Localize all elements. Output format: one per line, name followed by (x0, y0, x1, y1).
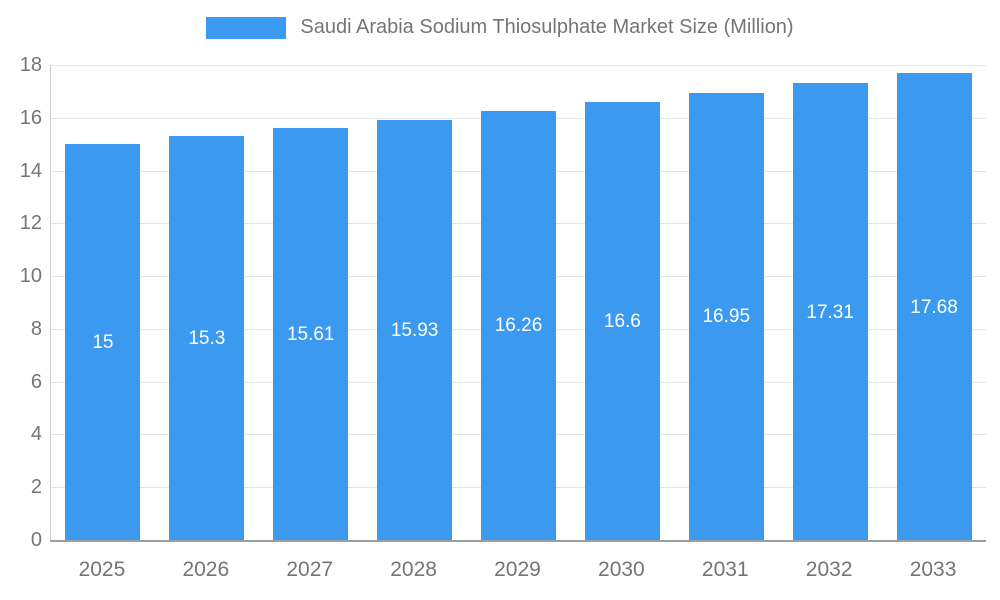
y-tick-label: 4 (30, 423, 42, 446)
bar-2028[interactable]: 15.93 (377, 119, 453, 540)
bar-2033[interactable]: 17.68 (896, 73, 972, 540)
y-tick-label: 8 (30, 317, 42, 340)
bar-value-label: 15.61 (286, 324, 335, 346)
bar-value-label: 15 (92, 332, 114, 354)
bar-value-label: 17.68 (910, 296, 958, 318)
bar-value-label: 16.26 (494, 315, 543, 337)
x-axis: 2025 2026 2027 2028 2029 2030 2031 2032 2033 (50, 558, 985, 588)
bar-2026[interactable]: 15.3 (169, 136, 245, 540)
bar-value-label: 16.6 (603, 310, 641, 332)
bar-2025[interactable]: 15 (65, 144, 141, 540)
x-tick-label-2031: 2031 (701, 558, 749, 581)
y-tick-label: 14 (19, 159, 42, 182)
legend-swatch (206, 16, 287, 39)
y-tick-label: 10 (19, 265, 42, 288)
x-tick-label-2030: 2030 (598, 558, 645, 581)
bar-2030[interactable]: 16.6 (584, 101, 660, 540)
y-tick-label: 0 (30, 529, 42, 551)
x-tick-label-2028: 2028 (390, 558, 437, 581)
bar-2031[interactable]: 16.95 (688, 92, 764, 540)
y-tick-label: 16 (19, 106, 42, 129)
bar-value-label: 15.93 (390, 319, 439, 341)
plot-area: 15 15.3 15.61 15.93 16.26 16.6 16.95 17.31 17.68 (50, 65, 986, 542)
y-tick-label: 2 (30, 476, 42, 499)
bar-value-label: 17.31 (806, 301, 854, 323)
bar-2029[interactable]: 16.26 (481, 110, 556, 540)
x-tick-label-2029: 2029 (494, 558, 541, 581)
gridline (51, 65, 986, 66)
bar-value-label: 16.95 (702, 306, 751, 328)
bar-value-label: 15.3 (188, 328, 226, 350)
y-tick-label: 18 (19, 54, 42, 76)
y-tick-label: 12 (19, 212, 42, 235)
bar-2032[interactable]: 17.31 (792, 83, 868, 540)
bar-2027[interactable]: 15.61 (273, 128, 349, 540)
chart-title: Saudi Arabia Sodium Thiosulphate Market … (300, 16, 794, 38)
x-tick-label-2033: 2033 (909, 558, 957, 581)
x-tick-label-2026: 2026 (182, 558, 230, 581)
y-tick-label: 6 (30, 370, 42, 393)
chart-legend: Saudi Arabia Sodium Thiosulphate Market … (0, 16, 1000, 39)
y-axis: 0 2 4 6 8 10 12 14 16 18 (0, 55, 42, 550)
x-tick-label-2025: 2025 (78, 558, 126, 581)
x-tick-label-2027: 2027 (286, 558, 334, 581)
x-tick-label-2032: 2032 (805, 558, 853, 581)
